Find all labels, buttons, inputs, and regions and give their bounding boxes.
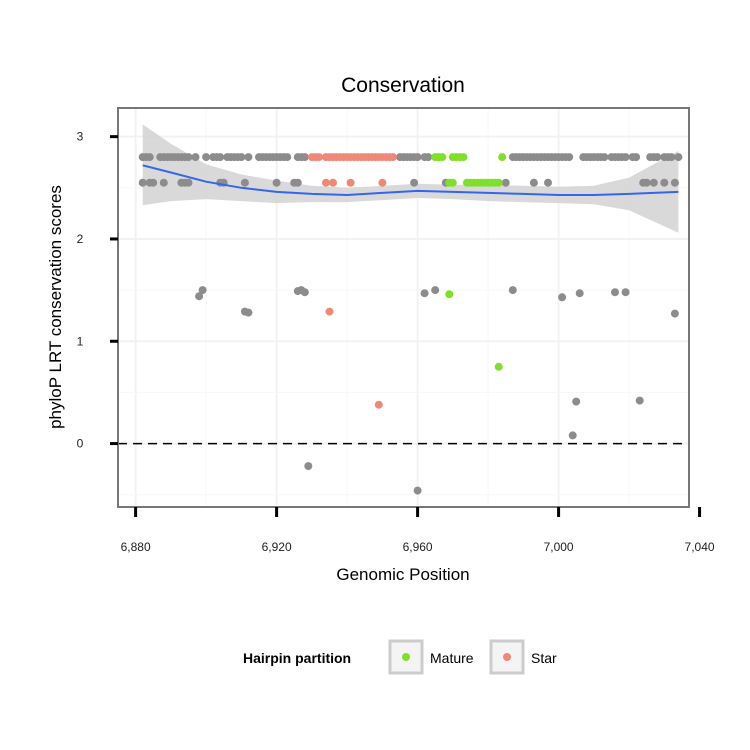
- data-point-other: [572, 397, 581, 406]
- confidence-band-area: [142, 124, 679, 233]
- legend-label-mature: Mature: [430, 650, 474, 666]
- data-point-other: [575, 289, 584, 298]
- data-point-other: [508, 286, 517, 295]
- chart-title: Conservation: [341, 74, 465, 97]
- legend-key-mature: [388, 639, 424, 675]
- data-point-other: [293, 178, 302, 187]
- x-tick-label: 6,880: [121, 540, 151, 554]
- data-point-mature: [494, 362, 503, 371]
- data-point-other: [149, 178, 158, 187]
- data-point-star: [378, 178, 387, 187]
- data-point-other: [558, 293, 567, 302]
- y-axis: 0 1 2 3: [77, 130, 118, 451]
- data-point-other: [159, 178, 168, 187]
- data-point-other: [667, 153, 676, 162]
- x-tick-label: 6,920: [262, 540, 292, 554]
- data-point-star: [346, 178, 355, 187]
- data-point-other: [244, 153, 253, 162]
- data-point-other: [145, 153, 154, 162]
- x-axis-title: Genomic Position: [336, 565, 469, 584]
- data-point-star: [388, 153, 397, 162]
- data-point-mature: [438, 153, 447, 162]
- data-point-other: [565, 153, 574, 162]
- data-point-other: [272, 178, 281, 187]
- data-point-mature: [498, 153, 507, 162]
- data-point-other: [283, 153, 292, 162]
- data-point-mature: [448, 178, 457, 187]
- data-point-other: [600, 153, 609, 162]
- x-tick-label: 7,040: [685, 540, 715, 554]
- legend-title: Hairpin partition: [243, 650, 351, 666]
- data-point-other: [670, 178, 679, 187]
- smooth-trend-line: [142, 164, 679, 197]
- data-point-star: [314, 153, 323, 162]
- data-point-other: [410, 178, 419, 187]
- data-point-star: [329, 178, 337, 187]
- data-point-other: [670, 309, 679, 318]
- data-point-other: [621, 153, 630, 162]
- data-point-other: [431, 286, 440, 295]
- x-axis: 6,880 6,920 6,960 7,000 7,040: [121, 507, 715, 554]
- data-point-other: [424, 153, 433, 162]
- data-point-other: [632, 153, 641, 162]
- data-point-other: [529, 178, 538, 187]
- data-point-other: [216, 153, 225, 162]
- data-point-other: [413, 486, 422, 495]
- y-tick-label: 2: [77, 232, 84, 246]
- data-point-other: [653, 153, 662, 162]
- data-point-mature: [459, 153, 468, 162]
- data-points: [138, 153, 683, 495]
- data-point-other: [660, 178, 669, 187]
- data-point-other: [191, 153, 200, 162]
- data-point-other: [300, 288, 309, 297]
- x-tick-label: 7,000: [544, 540, 574, 554]
- data-point-other: [674, 153, 683, 162]
- data-point-other: [202, 153, 211, 162]
- x-tick-label: 6,960: [403, 540, 433, 554]
- data-point-other: [184, 178, 193, 187]
- data-point-mature: [445, 290, 454, 299]
- data-point-other: [304, 462, 313, 471]
- data-point-other: [198, 286, 207, 295]
- legend-label-star: Star: [531, 650, 557, 666]
- data-point-other: [544, 178, 552, 187]
- confidence-band: [142, 124, 679, 233]
- data-point-star: [322, 178, 330, 187]
- data-point-other: [611, 288, 619, 297]
- data-point-other: [649, 178, 658, 187]
- data-point-other: [635, 396, 644, 405]
- data-point-other: [138, 178, 147, 187]
- data-point-other: [184, 153, 193, 162]
- data-point-other: [642, 178, 651, 187]
- data-point-other: [621, 288, 630, 297]
- data-point-other: [501, 178, 510, 187]
- data-point-star: [374, 400, 383, 409]
- data-point-other: [240, 178, 249, 187]
- y-tick-label: 1: [77, 334, 84, 348]
- data-point-star: [325, 307, 334, 316]
- data-point-mature: [494, 178, 503, 187]
- data-point-other: [195, 292, 204, 301]
- data-point-other: [413, 153, 422, 162]
- data-point-other: [568, 431, 577, 440]
- legend: Hairpin partition Mature Star: [243, 639, 557, 675]
- smooth-line: [142, 164, 679, 197]
- legend-dot-star: [503, 653, 511, 661]
- data-point-other: [244, 308, 253, 317]
- y-axis-title: phyloP LRT conservation scores: [46, 185, 65, 429]
- data-point-other: [420, 289, 429, 298]
- y-tick-label: 0: [77, 437, 84, 451]
- y-tick-label: 3: [77, 130, 84, 144]
- data-point-other: [300, 153, 309, 162]
- plot-panel-border: [117, 107, 690, 508]
- legend-dot-mature: [402, 653, 410, 661]
- data-point-other: [237, 153, 246, 162]
